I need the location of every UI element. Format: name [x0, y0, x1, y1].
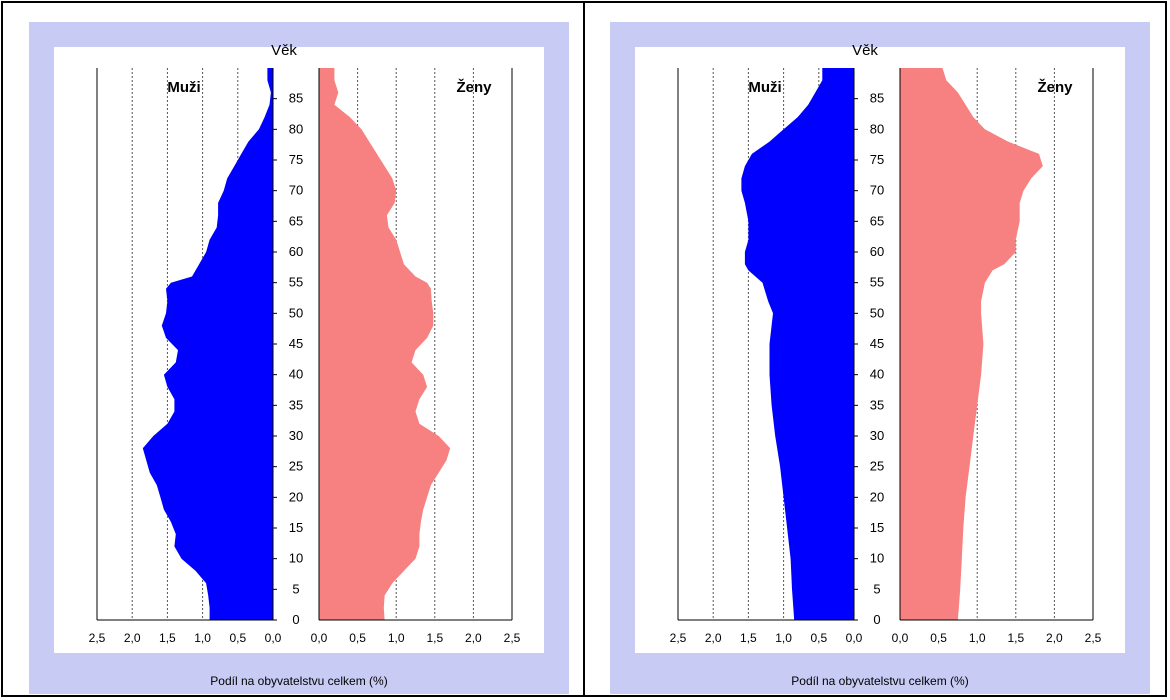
plot-background — [635, 47, 1125, 653]
y-tick-label: 25 — [289, 459, 303, 474]
y-tick-label: 60 — [870, 244, 884, 259]
x-tick-label: 2,0 — [705, 631, 722, 645]
x-axis-label: Podíl na obyvatelstvu celkem (%) — [210, 674, 388, 688]
y-tick-label: 20 — [289, 489, 303, 504]
y-tick-label: 5 — [292, 581, 299, 596]
y-tick-label: 15 — [870, 520, 884, 535]
frame-divider — [583, 1, 585, 697]
y-tick-label: 70 — [870, 183, 884, 198]
y-tick-label: 65 — [289, 213, 303, 228]
x-tick-label: 0,5 — [349, 631, 366, 645]
x-tick-label: 1,0 — [969, 631, 986, 645]
y-tick-label: 80 — [870, 121, 884, 136]
y-tick-label: 40 — [870, 367, 884, 382]
y-tick-label: 60 — [289, 244, 303, 259]
x-tick-label: 1,0 — [194, 631, 211, 645]
x-tick-label: 1,5 — [426, 631, 443, 645]
x-tick-label: 0,5 — [229, 631, 246, 645]
x-tick-label: 2,5 — [1085, 631, 1102, 645]
y-tick-label: 75 — [870, 152, 884, 167]
y-tick-label: 45 — [289, 336, 303, 351]
y-tick-label: 35 — [870, 397, 884, 412]
y-tick-label: 65 — [870, 213, 884, 228]
y-tick-label: 20 — [870, 489, 884, 504]
x-tick-label: 2,5 — [504, 631, 521, 645]
y-tick-label: 0 — [873, 612, 880, 627]
y-tick-label: 70 — [289, 183, 303, 198]
y-tick-label: 50 — [289, 305, 303, 320]
y-tick-label: 5 — [873, 581, 880, 596]
y-tick-label: 80 — [289, 121, 303, 136]
pyramid-chart-left: 0 5 10 15 20 25 30 35 40 45 50 55 60 65 70 75 80 85 2,5 2,0… — [54, 42, 544, 653]
y-tick-label: 10 — [289, 551, 303, 566]
pyramid-chart-right: 0 5 10 15 20 25 30 35 40 45 50 55 60 65 70 75 80 85 2,5 2,0… — [635, 42, 1125, 653]
y-tick-label: 55 — [289, 275, 303, 290]
x-tick-label: 2,0 — [1046, 631, 1063, 645]
x-tick-label: 0,5 — [930, 631, 947, 645]
x-tick-label: 1,5 — [740, 631, 757, 645]
plot-background — [54, 47, 544, 653]
x-tick-label: 2,5 — [89, 631, 106, 645]
y-tick-label: 25 — [870, 459, 884, 474]
y-tick-label: 15 — [289, 520, 303, 535]
y-tick-label: 45 — [870, 336, 884, 351]
male-label: Muži — [167, 79, 200, 96]
male-area — [142, 68, 273, 620]
y-tick-label: 50 — [870, 305, 884, 320]
y-tick-label: 30 — [289, 428, 303, 443]
pyramid-panel-right: 0 5 10 15 20 25 30 35 40 45 50 55 60 65 70 75 80 85 2,5 2,0… — [610, 22, 1150, 694]
pyramid-panel-left: 0 5 10 15 20 25 30 35 40 45 50 55 60 65 70 75 80 85 2,5 2,0… — [29, 22, 569, 694]
female-label: Ženy — [1037, 78, 1073, 96]
y-tick-label: 40 — [289, 367, 303, 382]
female-area — [319, 68, 451, 620]
x-tick-label: 1,0 — [775, 631, 792, 645]
female-area — [900, 68, 1043, 620]
x-tick-label: 2,5 — [670, 631, 687, 645]
x-tick-label: 1,5 — [1007, 631, 1024, 645]
x-tick-label: 0,5 — [810, 631, 827, 645]
x-tick-label: 1,0 — [388, 631, 405, 645]
x-tick-label: 0,0 — [311, 631, 328, 645]
y-tick-label: 85 — [870, 91, 884, 106]
x-tick-label: 2,0 — [465, 631, 482, 645]
y-tick-label: 85 — [289, 91, 303, 106]
y-tick-label: 55 — [870, 275, 884, 290]
y-tick-label: 10 — [870, 551, 884, 566]
y-tick-label: 35 — [289, 397, 303, 412]
female-label: Ženy — [456, 78, 492, 96]
y-tick-label: 75 — [289, 152, 303, 167]
chart-title: Věk — [271, 42, 297, 59]
chart-title: Věk — [852, 42, 878, 59]
male-label: Muži — [748, 79, 781, 96]
y-tick-label: 0 — [292, 612, 299, 627]
y-tick-label: 30 — [870, 428, 884, 443]
x-tick-label: 2,0 — [124, 631, 141, 645]
male-area — [741, 68, 854, 620]
x-tick-label: 0,0 — [265, 631, 282, 645]
x-tick-label: 0,0 — [846, 631, 863, 645]
x-tick-label: 1,5 — [159, 631, 176, 645]
x-tick-label: 0,0 — [892, 631, 909, 645]
x-axis-label: Podíl na obyvatelstvu celkem (%) — [791, 674, 969, 688]
